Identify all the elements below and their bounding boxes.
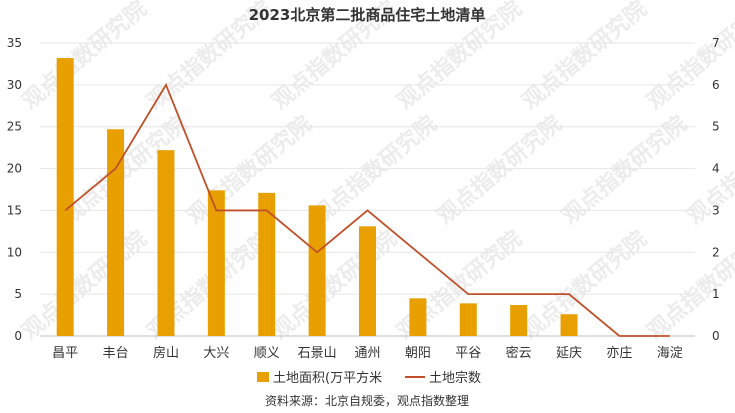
x-category-label: 朝阳 xyxy=(405,346,431,361)
legend-bar-swatch xyxy=(257,372,269,382)
x-category-label: 丰台 xyxy=(103,346,129,361)
y-left-tick-label: 10 xyxy=(7,245,22,259)
y-left-tick-label: 15 xyxy=(7,203,22,217)
x-category-label: 海淀 xyxy=(657,346,683,361)
x-category-label: 石景山 xyxy=(298,346,337,361)
y-right-tick-label: 2 xyxy=(712,245,720,259)
bar-平谷 xyxy=(459,303,477,336)
y-left-tick-label: 30 xyxy=(7,78,22,92)
watermark-text: 观点指数研究院 xyxy=(517,226,652,345)
legend: 土地面积(万平方米 土地宗数 xyxy=(257,370,481,386)
x-category-label: 大兴 xyxy=(203,346,229,361)
bar-朝阳 xyxy=(409,298,427,336)
bar-昌平 xyxy=(56,58,74,336)
bar-通州 xyxy=(359,226,376,336)
watermark-text: 观点指数研究院 xyxy=(517,0,652,115)
watermark-text: 观点指数研究院 xyxy=(642,226,735,345)
y-right-tick-label: 6 xyxy=(712,78,720,92)
bar-顺义 xyxy=(258,192,276,336)
legend-bar-label: 土地面积(万平方米 xyxy=(273,370,382,386)
watermark-text: 观点指数研究院 xyxy=(17,226,152,345)
x-category-label: 平谷 xyxy=(455,346,481,361)
y-left-tick-label: 35 xyxy=(7,36,22,50)
y-right-tick-label: 0 xyxy=(712,329,720,343)
bar-密云 xyxy=(510,305,528,336)
y-left-tick-label: 5 xyxy=(14,287,22,301)
watermark-text: 观点指数研究院 xyxy=(182,111,317,230)
watermark-text: 观点指数研究院 xyxy=(307,111,442,230)
y-right-tick-label: 1 xyxy=(712,287,720,301)
watermark-text: 观点指数研究院 xyxy=(557,111,692,230)
x-category-label: 通州 xyxy=(354,346,380,361)
y-axis-right: 0 1 2 3 4 5 6 7 xyxy=(712,36,720,343)
bar-房山 xyxy=(157,150,175,336)
watermark-layer: 观点指数研究院观点指数研究院观点指数研究院观点指数研究院观点指数研究院观点指数研… xyxy=(17,0,735,345)
x-category-label: 密云 xyxy=(506,345,532,361)
bar-石景山 xyxy=(308,205,326,336)
y-left-tick-label: 20 xyxy=(7,162,22,176)
y-right-tick-label: 4 xyxy=(712,162,720,176)
bar-大兴 xyxy=(207,190,225,336)
source-note: 资料来源：北京自规委，观点指数整理 xyxy=(265,393,469,408)
y-right-tick-label: 7 xyxy=(712,36,720,50)
line-series xyxy=(64,82,670,337)
bar-丰台 xyxy=(107,129,125,336)
bar-series xyxy=(56,58,578,336)
y-left-tick-label: 25 xyxy=(7,120,22,134)
watermark-text: 观点指数研究院 xyxy=(267,226,402,345)
y-right-tick-label: 3 xyxy=(712,203,720,217)
watermark-text: 观点指数研究院 xyxy=(642,0,735,115)
y-left-tick-label: 0 xyxy=(14,329,22,343)
y-axis-left: 0 5 10 15 20 25 30 35 xyxy=(7,36,22,343)
legend-line-label: 土地宗数 xyxy=(429,370,481,386)
bar-延庆 xyxy=(560,314,578,336)
x-category-label: 顺义 xyxy=(254,346,280,361)
x-category-label: 延庆 xyxy=(556,346,582,361)
x-category-label: 房山 xyxy=(153,345,179,361)
x-axis-categories: 昌平 丰台 房山 大兴 顺义 石景山 通州 朝阳 平谷 密云 延庆 亦庄 海淀 xyxy=(52,345,683,361)
y-right-tick-label: 5 xyxy=(712,120,720,134)
watermark-text: 观点指数研究院 xyxy=(17,0,152,115)
x-category-label: 昌平 xyxy=(52,346,78,361)
chart-title: 2023北京第二批商品住宅土地清单 xyxy=(249,6,486,24)
watermark-text: 观点指数研究院 xyxy=(432,111,567,230)
x-category-label: 亦庄 xyxy=(606,345,632,361)
